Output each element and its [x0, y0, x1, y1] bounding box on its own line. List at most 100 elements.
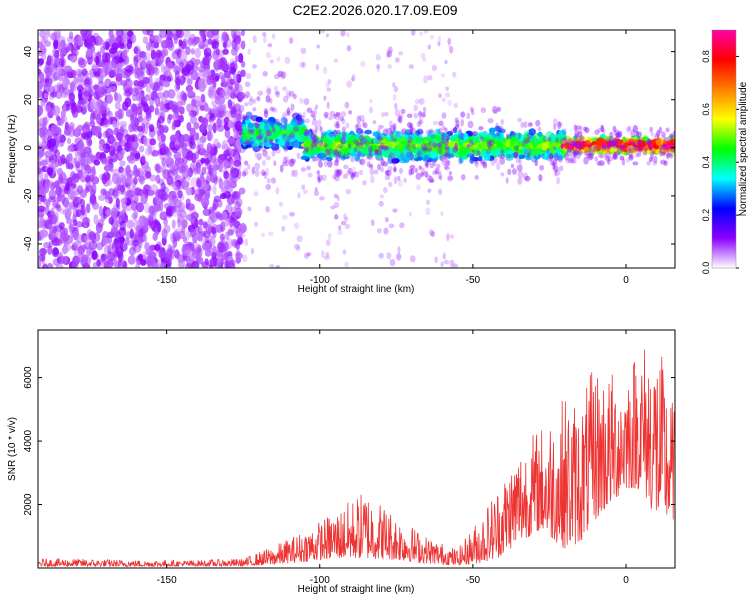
spectrogram-cell	[344, 261, 349, 268]
spectrogram-cell	[167, 262, 172, 268]
spectrogram-cell	[242, 225, 248, 233]
spectrogram-cell	[206, 144, 212, 153]
spectrogram-cell	[527, 122, 533, 127]
spectrogram-cell	[77, 141, 85, 152]
spectrogram-cell	[137, 228, 144, 238]
spectrogram-cell	[51, 181, 60, 189]
spectrogram-cell	[112, 120, 117, 129]
spectrogram-cell	[53, 51, 60, 60]
spectrogram-cell	[125, 75, 131, 82]
spectrogram-cell	[569, 140, 576, 147]
spectrogram-cell	[507, 149, 513, 155]
spectrogram-cell	[212, 245, 217, 253]
spectrogram-cell	[138, 145, 145, 153]
spectrogram-cell	[135, 202, 145, 213]
spectrogram-cell	[304, 118, 310, 124]
spectrogram-cell	[254, 122, 259, 129]
spectrogram-x-tick-label: -150	[157, 275, 177, 286]
spectrogram-marks	[38, 30, 675, 268]
spectrogram-cell	[231, 105, 238, 115]
spectrogram-cell	[350, 155, 355, 163]
spectrogram-cell	[447, 43, 451, 48]
spectrogram-cell	[264, 136, 268, 144]
spectrogram-cell	[215, 211, 222, 219]
spectrogram-cell	[496, 106, 502, 112]
spectrogram-cell	[291, 125, 297, 133]
spectrogram-cell	[275, 264, 281, 268]
spectrogram-cell	[514, 145, 520, 151]
spectrogram-cell	[113, 55, 121, 65]
spectrogram-cell	[223, 241, 229, 252]
spectrogram-cell	[271, 149, 276, 157]
spectrogram-cell	[387, 46, 393, 54]
spectrogram-cell	[47, 213, 53, 225]
spectrogram-cell	[281, 214, 288, 220]
spectrogram-cell	[59, 117, 66, 124]
spectrogram-cell	[648, 157, 654, 163]
spectrogram-cell	[539, 164, 545, 171]
spectrogram-cell	[423, 75, 428, 84]
spectrogram-cell	[179, 50, 188, 62]
spectrogram-cell	[116, 251, 123, 259]
spectrogram-cell	[288, 90, 295, 97]
spectrogram-cell	[269, 139, 274, 146]
spectrogram-cell	[91, 64, 99, 72]
spectrogram-cell	[48, 196, 57, 203]
spectrogram-cell	[94, 232, 101, 242]
spectrogram-cell	[488, 127, 496, 134]
spectrogram-cell	[201, 261, 210, 268]
spectrogram-cell	[268, 138, 272, 145]
spectrogram-cell	[209, 85, 217, 93]
spectrogram-cell	[230, 197, 239, 204]
spectrogram-cell	[44, 105, 52, 113]
spectrogram-cell	[283, 122, 287, 131]
spectrogram-cell	[437, 142, 442, 148]
spectrogram-cell	[225, 152, 233, 162]
spectrogram-cell	[93, 159, 101, 166]
spectrogram-cell	[632, 161, 639, 166]
spectrogram-cell	[189, 136, 195, 144]
spectrogram-cell	[442, 252, 446, 260]
spectrogram-cell	[207, 217, 214, 226]
spectrogram-cell	[251, 64, 257, 69]
spectrogram-cell	[174, 157, 181, 167]
spectrogram-cell	[323, 95, 327, 101]
spectrogram-cell	[326, 87, 332, 92]
spectrogram-cell	[244, 238, 249, 247]
spectrogram-cell	[108, 216, 115, 225]
spectrogram-cell	[457, 157, 463, 165]
spectrogram-cell	[637, 138, 642, 145]
spectrogram-cell	[384, 216, 389, 223]
spectrogram-cell	[148, 97, 155, 106]
spectrogram-cell	[490, 158, 496, 166]
spectrogram-cell	[146, 68, 152, 76]
spectrogram-cell	[158, 127, 163, 137]
spectrogram-cell	[337, 230, 343, 236]
spectrogram-cell	[218, 104, 226, 112]
spectrogram-cell	[252, 107, 257, 112]
spectrogram-cell	[229, 148, 234, 155]
spectrogram-cell	[381, 111, 385, 118]
spectrogram-cell	[642, 151, 648, 156]
spectrogram-cell	[44, 150, 53, 158]
spectrogram-cell	[233, 160, 242, 167]
spectrogram-cell	[106, 93, 114, 104]
spectrogram-cell	[516, 164, 523, 172]
spectrogram-x-axis-label: Height of straight line (km)	[298, 284, 415, 295]
spectrogram-cell	[129, 228, 134, 239]
spectrogram-cell	[285, 156, 289, 163]
spectrogram-cell	[432, 120, 438, 126]
spectrogram-cell	[177, 190, 183, 199]
spectrogram-cell	[124, 78, 133, 89]
spectrogram-cell	[434, 167, 440, 174]
spectrogram-cell	[387, 64, 393, 69]
spectrogram-cell	[80, 132, 86, 140]
spectrogram-cell	[198, 218, 204, 226]
spectrogram-cell	[466, 144, 471, 149]
spectrogram-cell	[186, 103, 193, 113]
spectrogram-cell	[316, 153, 322, 162]
spectrogram-cell	[265, 52, 272, 59]
spectrogram-cell	[348, 110, 352, 115]
spectrogram-cell	[48, 189, 57, 201]
